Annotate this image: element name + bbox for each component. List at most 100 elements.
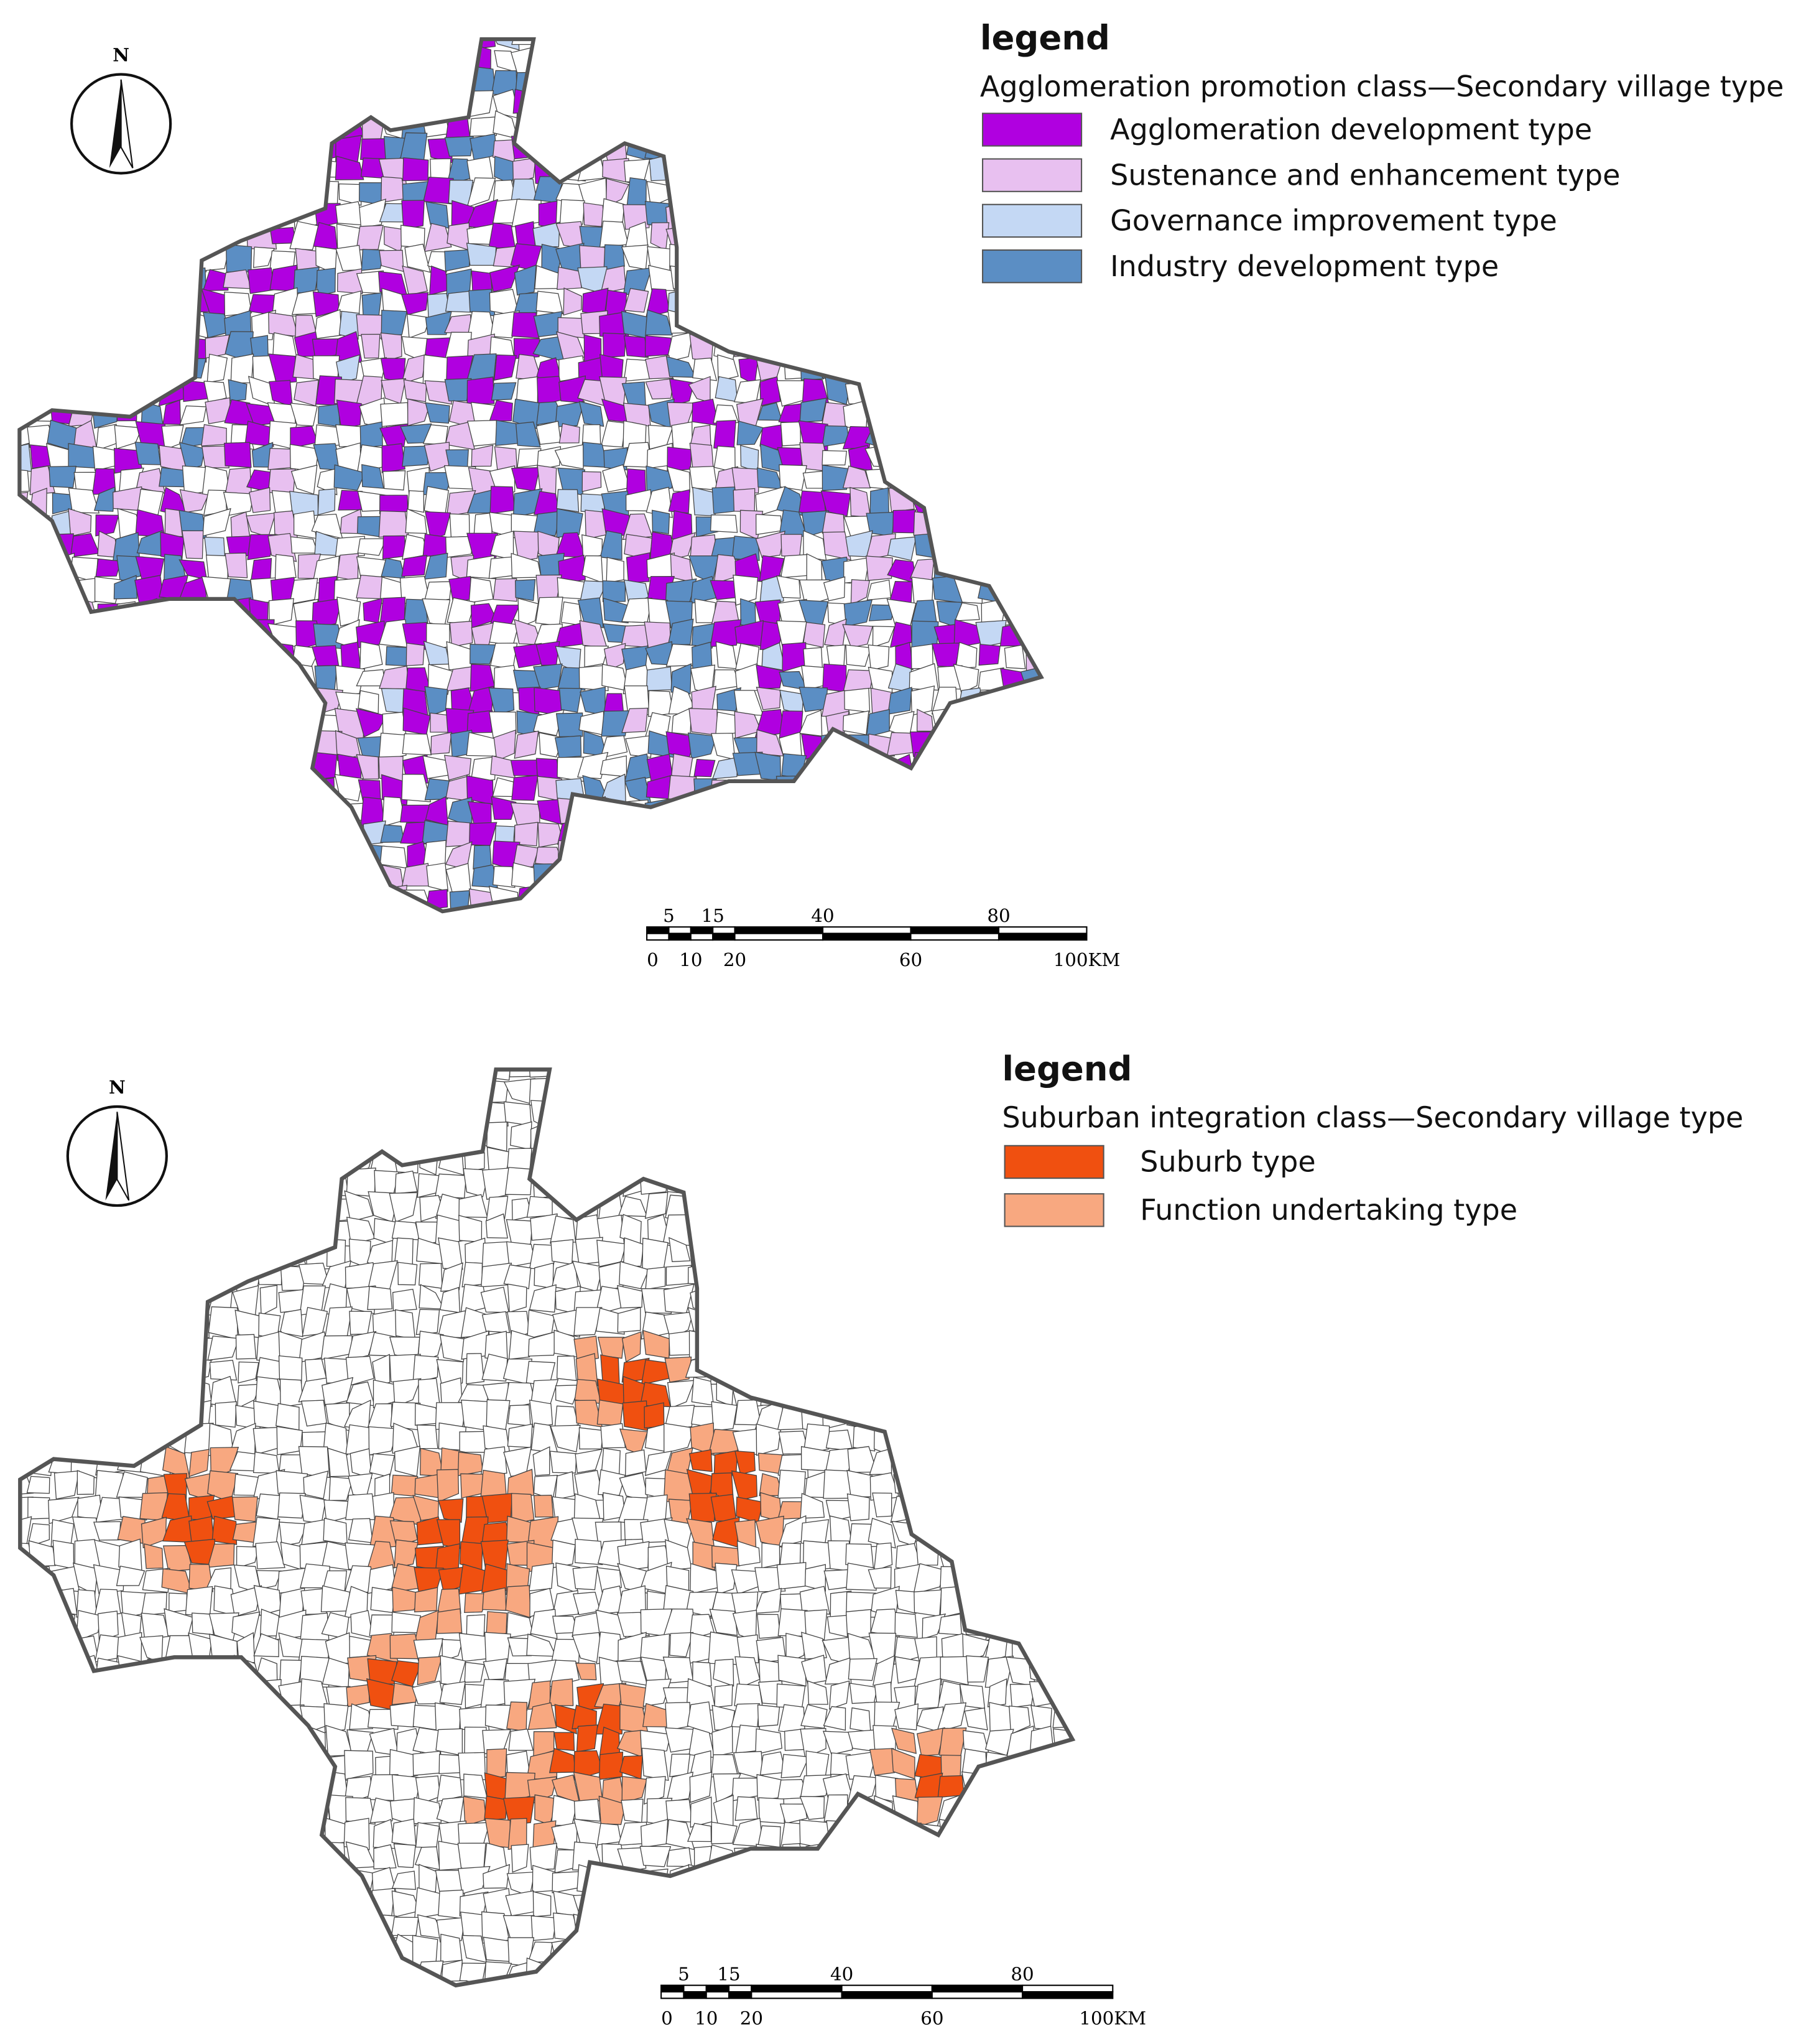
village xyxy=(444,49,476,72)
village xyxy=(227,665,249,694)
village xyxy=(139,1284,166,1316)
village xyxy=(28,201,52,229)
village xyxy=(159,844,186,868)
village xyxy=(1047,579,1067,606)
village xyxy=(19,533,34,562)
village xyxy=(801,825,827,848)
village xyxy=(121,1865,147,1894)
village xyxy=(599,840,627,872)
village xyxy=(470,644,498,665)
village xyxy=(1075,1568,1104,1591)
village xyxy=(469,822,498,847)
village xyxy=(821,109,848,139)
village xyxy=(118,1357,144,1385)
village xyxy=(178,442,205,470)
village xyxy=(253,1633,279,1658)
village xyxy=(757,1704,780,1727)
village xyxy=(710,863,738,890)
village xyxy=(49,179,78,201)
village xyxy=(289,578,318,605)
village xyxy=(424,223,452,253)
village xyxy=(737,1917,764,1940)
village xyxy=(19,222,34,251)
village xyxy=(279,1659,303,1686)
scale-segment xyxy=(998,932,1088,941)
village xyxy=(534,511,562,537)
village xyxy=(185,1987,211,2013)
village xyxy=(1029,1431,1060,1456)
village xyxy=(136,200,167,228)
village xyxy=(535,91,557,116)
village xyxy=(356,891,383,912)
village xyxy=(983,1214,1007,1244)
village xyxy=(466,532,498,560)
village xyxy=(187,889,211,912)
village xyxy=(800,1286,830,1312)
village xyxy=(874,1191,896,1222)
village xyxy=(603,73,624,98)
village xyxy=(435,1173,467,1199)
village xyxy=(578,39,604,50)
village xyxy=(894,1288,922,1312)
village xyxy=(1028,1541,1060,1569)
village xyxy=(777,1655,807,1687)
village xyxy=(30,220,55,249)
village xyxy=(1044,465,1072,493)
village xyxy=(68,626,95,650)
village xyxy=(890,780,915,805)
village xyxy=(323,1517,348,1545)
village xyxy=(249,487,271,513)
village xyxy=(139,1843,169,1872)
village xyxy=(1056,1912,1073,1944)
village xyxy=(781,1380,805,1403)
village xyxy=(20,1586,30,1614)
village xyxy=(803,1069,832,1078)
village xyxy=(775,157,808,184)
village xyxy=(694,113,719,141)
village xyxy=(555,401,585,427)
village xyxy=(1023,848,1042,870)
village xyxy=(184,1400,212,1428)
village xyxy=(937,1214,968,1244)
village xyxy=(1050,1543,1073,1568)
village xyxy=(257,1075,278,1104)
village xyxy=(138,1376,167,1406)
village xyxy=(96,1428,126,1450)
village xyxy=(665,1887,690,1921)
village xyxy=(917,1148,942,1177)
village xyxy=(1075,1357,1104,1383)
village xyxy=(116,356,142,384)
village xyxy=(381,443,406,473)
village xyxy=(603,643,626,671)
scale-label: 0 xyxy=(647,949,659,970)
village xyxy=(868,1354,898,1384)
village xyxy=(669,1237,691,1263)
village xyxy=(559,199,585,229)
village xyxy=(1002,508,1025,537)
village xyxy=(162,1515,193,1543)
village xyxy=(424,552,448,580)
village xyxy=(894,1168,922,1197)
village xyxy=(918,1938,947,1967)
village xyxy=(736,1896,759,1915)
scale-segment xyxy=(841,1991,933,1999)
village xyxy=(735,243,764,272)
scale-segment xyxy=(751,1984,843,1993)
village xyxy=(626,552,650,583)
village xyxy=(1001,756,1028,783)
village xyxy=(888,886,915,912)
village xyxy=(755,1515,784,1548)
village xyxy=(254,1145,280,1169)
village xyxy=(868,378,892,404)
village xyxy=(845,203,874,223)
village xyxy=(976,309,1007,337)
village xyxy=(19,732,28,760)
village xyxy=(1006,1402,1033,1432)
village xyxy=(804,1609,828,1640)
village xyxy=(402,157,429,182)
village xyxy=(250,862,277,891)
scale-label: 20 xyxy=(723,949,746,970)
village xyxy=(998,487,1024,518)
village xyxy=(665,1799,693,1823)
village xyxy=(25,45,55,74)
